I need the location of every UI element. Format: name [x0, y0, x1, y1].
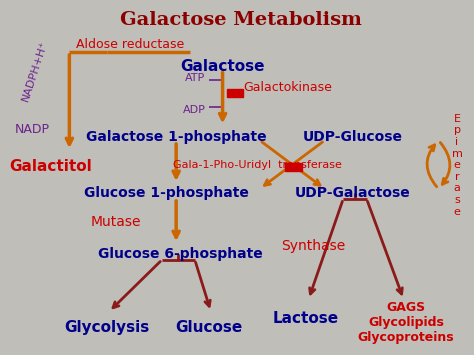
- Text: Galactose Metabolism: Galactose Metabolism: [120, 11, 362, 29]
- Text: E
p
i
m
e
r
a
s
e: E p i m e r a s e: [452, 114, 463, 217]
- Text: NADP: NADP: [15, 123, 50, 136]
- Text: Aldose reductase: Aldose reductase: [75, 38, 184, 51]
- Text: Galactose 1-phosphate: Galactose 1-phosphate: [86, 130, 266, 144]
- Text: ATP: ATP: [184, 73, 205, 83]
- Bar: [285, 163, 301, 171]
- Text: Gala-1-Pho-Uridyl  transferase: Gala-1-Pho-Uridyl transferase: [173, 160, 342, 170]
- Text: Galactose: Galactose: [180, 59, 265, 73]
- Bar: [227, 89, 244, 97]
- Text: UDP-Galactose: UDP-Galactose: [295, 186, 410, 201]
- Text: Galactokinase: Galactokinase: [243, 81, 332, 94]
- Text: UDP-Glucose: UDP-Glucose: [302, 130, 402, 144]
- Text: Glucose 6-phosphate: Glucose 6-phosphate: [99, 246, 263, 261]
- Text: NADPH+H⁺: NADPH+H⁺: [20, 40, 49, 103]
- Text: Glucose: Glucose: [175, 320, 242, 335]
- Text: Mutase: Mutase: [91, 215, 141, 229]
- Text: Glucose 1-phosphate: Glucose 1-phosphate: [84, 186, 249, 201]
- Text: Synthase: Synthase: [281, 240, 345, 253]
- Text: Galactitol: Galactitol: [9, 159, 92, 174]
- Text: GAGS
Glycolipids
Glycoproteins: GAGS Glycolipids Glycoproteins: [358, 301, 454, 344]
- Text: ADP: ADP: [183, 105, 206, 115]
- Text: Glycolysis: Glycolysis: [64, 320, 149, 335]
- Text: Lactose: Lactose: [273, 311, 339, 327]
